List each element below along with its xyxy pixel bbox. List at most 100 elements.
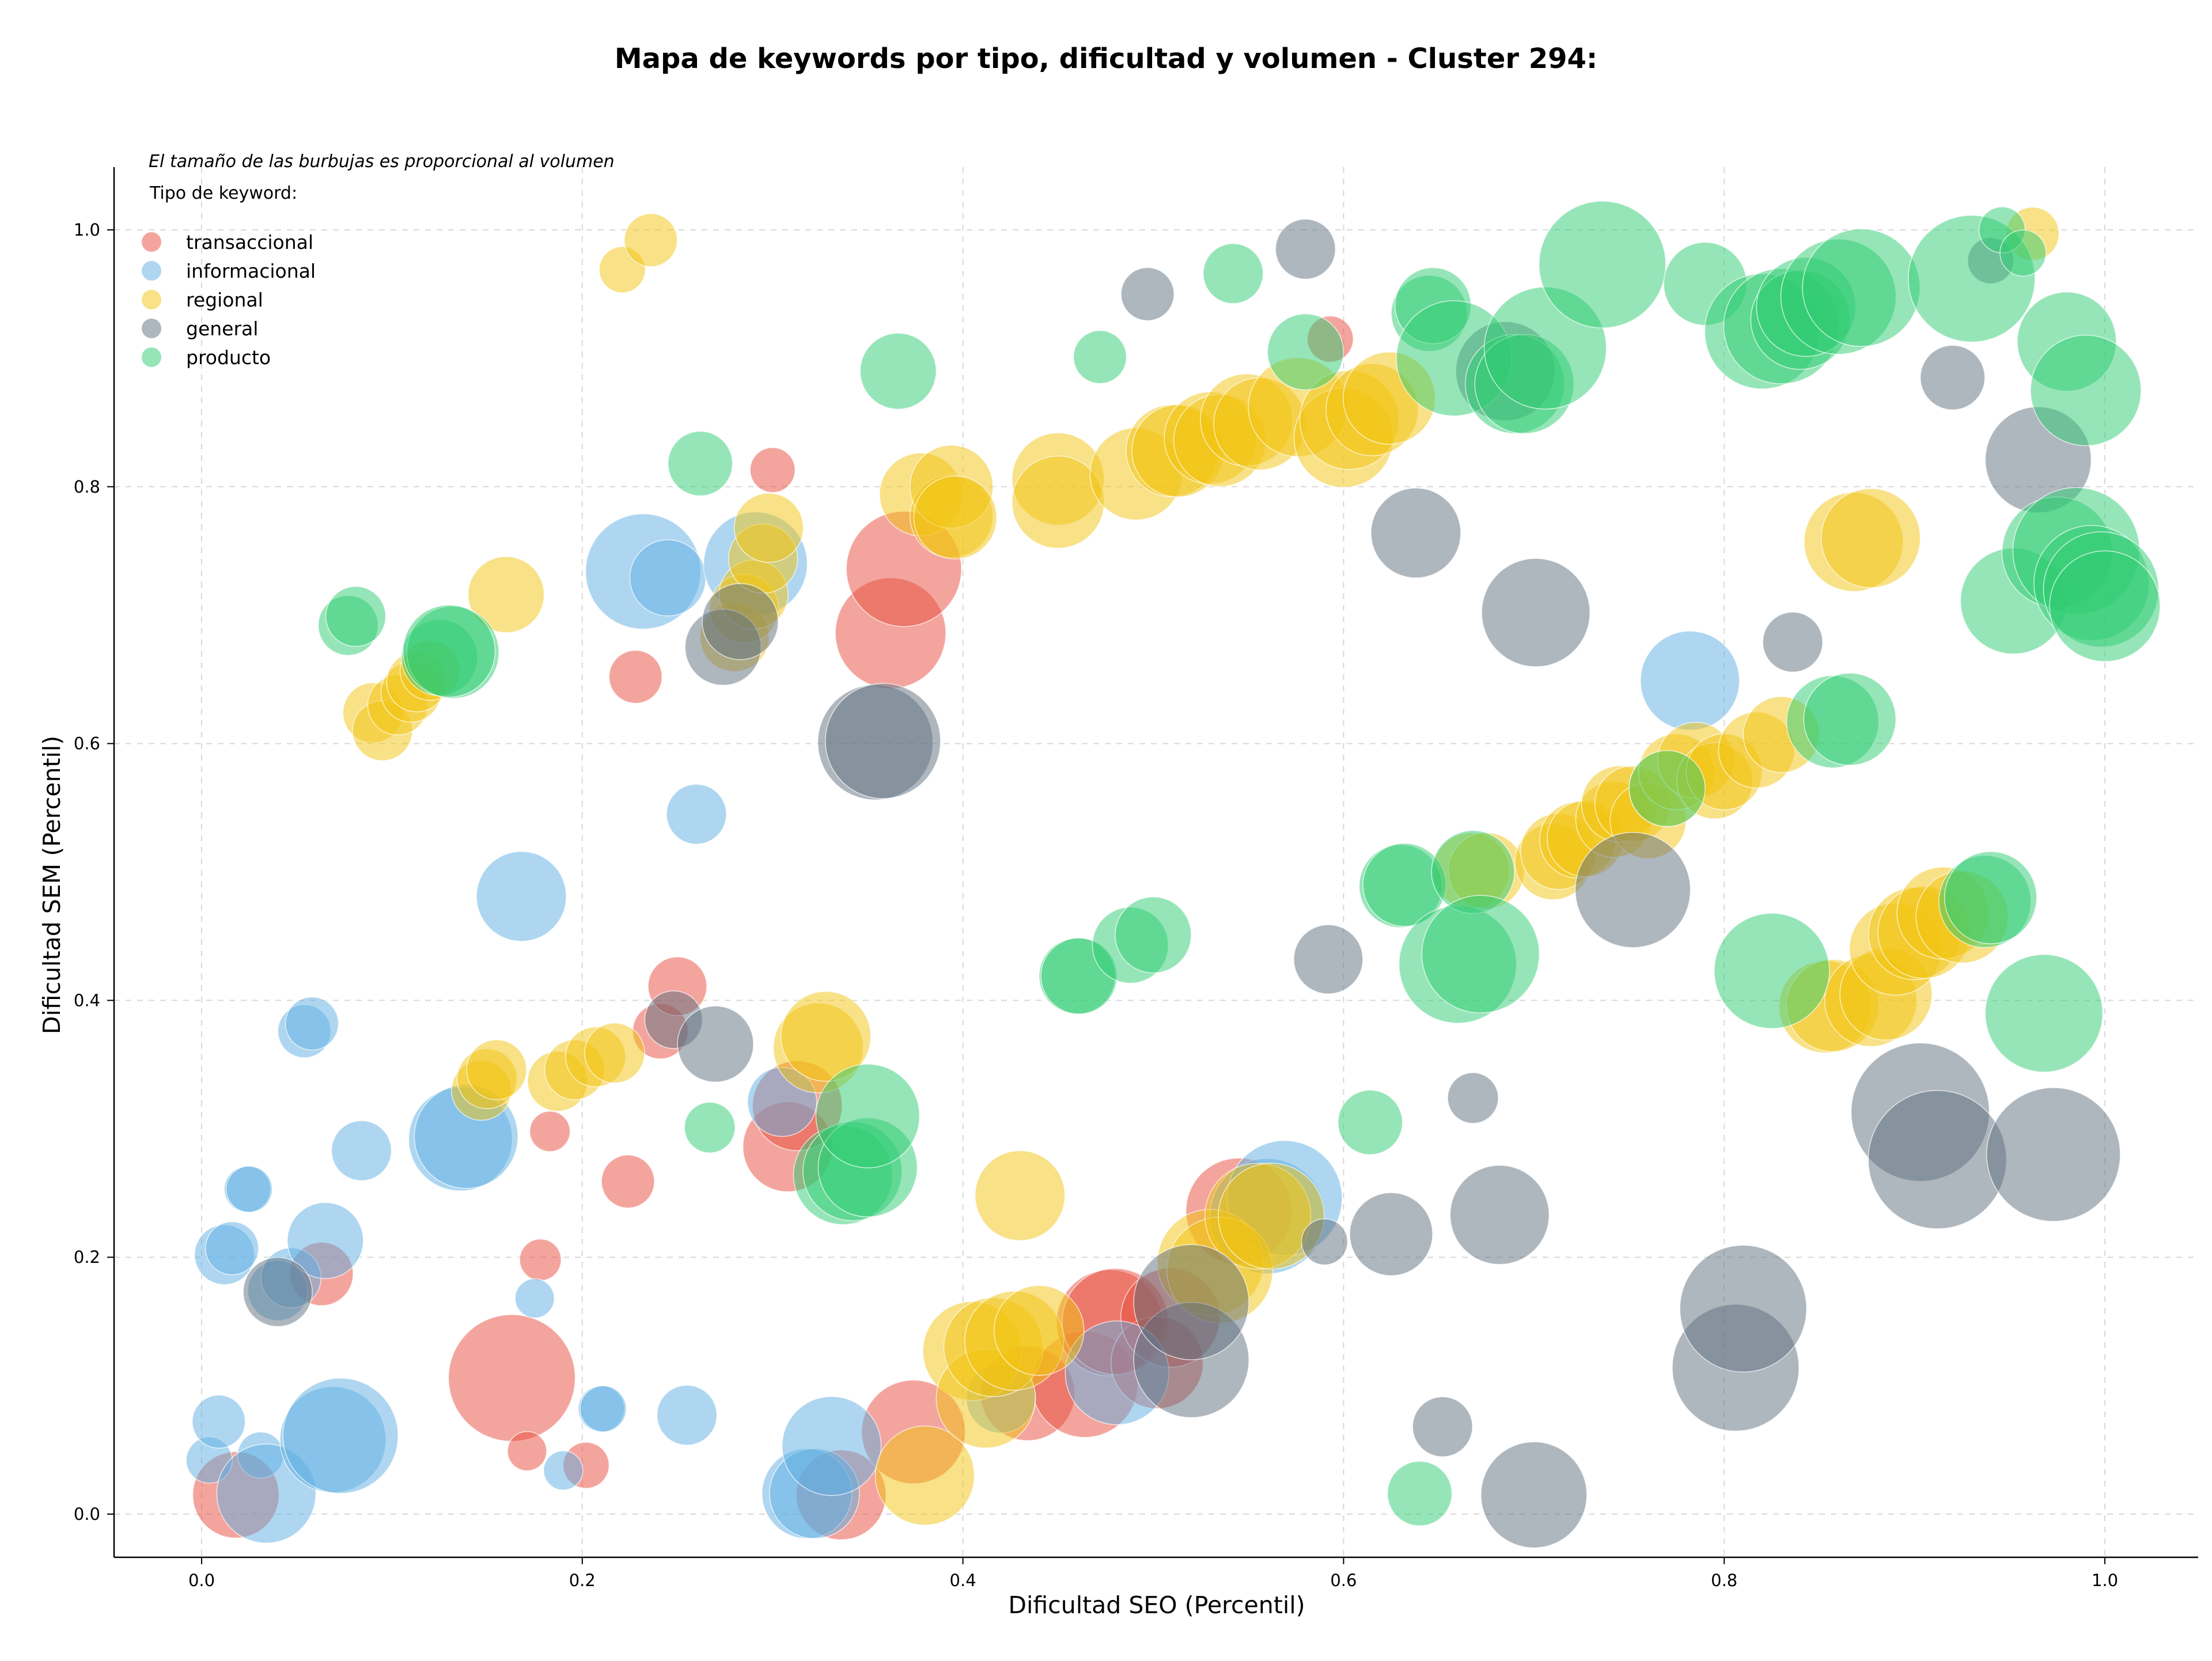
bubble-informacional — [191, 1394, 246, 1449]
x-tick-label: 0.2 — [569, 1571, 596, 1590]
series-general — [243, 218, 2121, 1549]
bubble-producto — [2030, 334, 2142, 447]
bubble-general — [1481, 558, 1590, 667]
bubble-transaccional — [448, 1314, 576, 1442]
bubble-informacional — [285, 996, 339, 1051]
bubble-general — [1762, 611, 1823, 673]
x-tick-label: 0.0 — [188, 1571, 215, 1590]
bubble-informacional — [781, 1396, 882, 1496]
series-producto — [317, 200, 2161, 1527]
bubble-regional — [913, 475, 998, 560]
bubble-regional — [780, 991, 872, 1082]
bubble-informacional — [629, 539, 707, 616]
bubble-regional — [467, 556, 545, 633]
legend-label-transaccional: transaccional — [186, 231, 313, 253]
bubble-producto — [1267, 313, 1344, 391]
bubble-producto — [1802, 228, 1921, 347]
bubble-general — [1447, 1072, 1499, 1124]
bubble-producto — [1538, 200, 1666, 328]
bubble-general — [1275, 218, 1336, 280]
y-axis-label: Dificultad SEM (Percentil) — [38, 736, 66, 1034]
legend-marker-regional — [142, 290, 161, 309]
legend-label-producto: producto — [186, 346, 271, 369]
y-tick-label: 0.8 — [74, 477, 100, 497]
bubble-general — [825, 683, 941, 799]
bubble-transaccional — [749, 447, 796, 493]
bubble-transaccional — [601, 1154, 655, 1209]
bubble-informacional — [1639, 630, 1740, 731]
bubble-general — [1412, 1396, 1473, 1458]
y-tick-label: 0.6 — [74, 734, 100, 754]
bubble-transaccional — [608, 649, 663, 704]
bubble-general — [677, 1005, 754, 1083]
y-tick-label: 0.0 — [74, 1504, 100, 1524]
legend-label-regional: regional — [186, 289, 263, 311]
bubble-informacional — [205, 1221, 259, 1276]
bubble-regional — [623, 213, 678, 267]
bubble-producto — [684, 1102, 736, 1153]
bubble-regional — [466, 1039, 527, 1100]
bubble-general — [1120, 267, 1175, 321]
bubble-informacional — [666, 784, 727, 845]
bubble-general — [1133, 1244, 1249, 1360]
bubble-transaccional — [507, 1431, 547, 1471]
bubble-producto — [325, 586, 387, 647]
x-tick-label: 1.0 — [2092, 1571, 2118, 1590]
bubble-informacional — [225, 1166, 273, 1213]
legend-label-general: general — [186, 317, 258, 340]
bubble-general — [1986, 1087, 2121, 1222]
bubble-informacional — [331, 1120, 392, 1181]
bubble-producto — [1803, 672, 1897, 766]
bubble-regional — [1218, 1163, 1325, 1270]
legend: transaccional informacional regional genera… — [142, 231, 316, 369]
bubble-general — [1480, 1441, 1588, 1549]
x-tick-label: 0.8 — [1711, 1571, 1737, 1590]
bubble-general — [1868, 1090, 2007, 1229]
bubble-general — [1301, 1218, 1349, 1266]
axes — [113, 167, 2198, 1558]
bubble-general — [1679, 1244, 1807, 1373]
y-tick-label: 0.2 — [74, 1247, 100, 1267]
bubble-regional — [733, 493, 804, 563]
bubble-producto — [667, 430, 733, 497]
bubble-producto — [1337, 1089, 1403, 1155]
legend-marker-general — [142, 319, 161, 338]
legend-marker-producto — [142, 347, 161, 367]
bubble-size-note: El tamaño de las burbujas es proporciona… — [149, 152, 615, 172]
legend-marker-transaccional — [142, 232, 161, 252]
bubble-regional — [1820, 488, 1921, 588]
bubble-transaccional — [519, 1238, 562, 1281]
bubble-general — [702, 583, 779, 660]
bubble-producto — [1115, 896, 1192, 974]
legend-title: Tipo de keyword: — [149, 183, 297, 203]
bubble-general — [1919, 345, 1986, 411]
bubble-informacional — [579, 1385, 627, 1432]
x-tick-label: 0.4 — [950, 1571, 976, 1590]
bubble-regional — [994, 1285, 1085, 1376]
bubble-informacional — [514, 1278, 555, 1319]
bubble-producto — [1203, 243, 1264, 304]
bubble-producto — [1984, 954, 2104, 1073]
bubble-producto — [1714, 913, 1830, 1029]
bubble-producto — [815, 1064, 921, 1168]
legend-label-informacional: informacional — [186, 260, 316, 282]
bubble-general — [1574, 831, 1691, 948]
bubble-general — [1449, 1164, 1550, 1265]
bubble-regional — [974, 1150, 1066, 1241]
bubble-producto — [859, 332, 937, 410]
legend-marker-informacional — [142, 261, 161, 281]
y-tick-label: 1.0 — [74, 220, 100, 240]
y-tick-label: 0.4 — [74, 990, 100, 1010]
bubble-general — [243, 1257, 313, 1327]
bubble-informacional — [287, 1202, 364, 1279]
bubble-producto — [1387, 1461, 1453, 1527]
bubble-regional — [584, 1023, 645, 1084]
bubble-informacional — [543, 1450, 584, 1490]
bubble-producto — [1628, 750, 1706, 827]
bubble-general — [1370, 487, 1461, 578]
bubble-producto — [1944, 851, 2037, 944]
bubble-general — [1293, 924, 1363, 994]
bubbles-layer — [185, 200, 2161, 1549]
chart-title: Mapa de keywords por tipo, dificultad y … — [615, 43, 1597, 75]
